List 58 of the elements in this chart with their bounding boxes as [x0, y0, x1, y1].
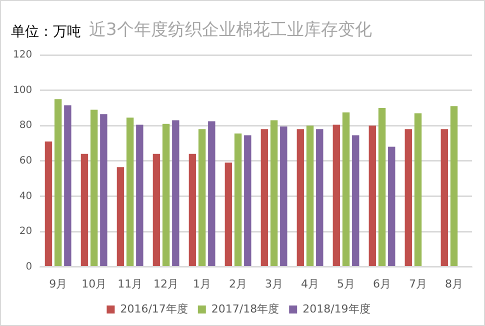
bar [44, 141, 52, 266]
x-tick-label: 3月 [265, 277, 284, 290]
bar [126, 118, 134, 266]
x-tick-label: 12月 [154, 277, 179, 290]
bar [342, 112, 350, 266]
bar [152, 154, 160, 266]
legend-label: 2017/18年度 [211, 302, 280, 316]
x-tick-label: 9月 [49, 277, 68, 290]
bar [280, 126, 288, 266]
bar [388, 146, 396, 266]
x-tick-label: 11月 [118, 277, 143, 290]
bar [332, 124, 340, 266]
x-tick-label: 5月 [337, 277, 356, 290]
bar [116, 167, 124, 266]
y-tick-label: 0 [26, 261, 32, 272]
bar [172, 120, 180, 266]
chart-title: 近3个年度纺织企业棉花工业库存变化 [89, 19, 372, 41]
y-tick-label: 100 [12, 84, 32, 96]
bar [378, 108, 386, 266]
y-tick-label: 40 [19, 190, 32, 202]
bar [352, 135, 360, 266]
x-tick-label: 7月 [409, 277, 428, 290]
bar [368, 126, 376, 266]
bar [306, 126, 314, 266]
y-tick-label: 20 [19, 226, 32, 238]
x-tick-label: 10月 [82, 277, 107, 290]
x-tick-label: 8月 [445, 277, 464, 290]
bar [296, 129, 304, 266]
bar [414, 113, 422, 266]
bar [440, 129, 448, 266]
bar [100, 114, 108, 266]
x-tick-label: 4月 [301, 277, 320, 290]
bar [404, 129, 412, 266]
bar [450, 106, 458, 266]
y-tick-label: 80 [19, 120, 32, 132]
bar [260, 129, 268, 266]
bar [316, 129, 324, 266]
bar [198, 129, 206, 266]
text: 单位：万吨 [11, 23, 81, 41]
bar [80, 154, 88, 266]
bar [64, 105, 72, 266]
legend-label: 2016/17年度 [120, 302, 188, 316]
x-tick-label: 6月 [373, 277, 392, 290]
x-tick-label: 1月 [193, 277, 212, 290]
y-tick-label: 120 [12, 50, 32, 61]
bar [244, 135, 252, 266]
bar [136, 124, 144, 266]
bar [234, 134, 242, 266]
bar [208, 121, 216, 266]
x-tick-label: 2月 [229, 277, 248, 290]
bar [188, 154, 196, 266]
bar [162, 124, 170, 266]
bar [270, 120, 278, 266]
y-tick-label: 60 [19, 155, 32, 166]
bar [90, 110, 98, 266]
bar [54, 99, 62, 266]
bar [224, 162, 232, 266]
legend-label: 2018/19年度 [302, 302, 370, 316]
